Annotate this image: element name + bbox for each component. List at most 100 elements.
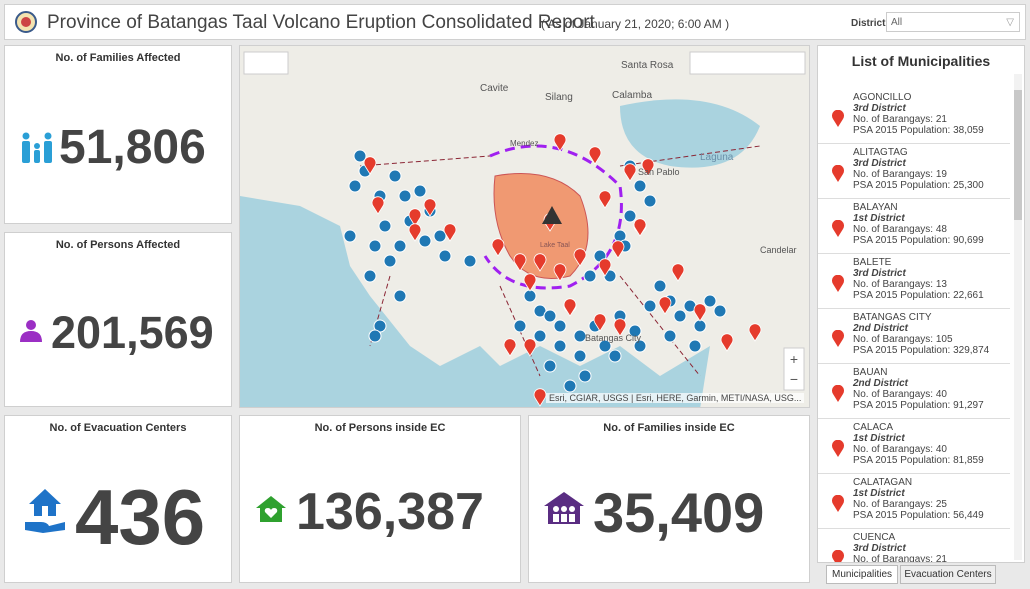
item-name: CALACA <box>853 422 894 433</box>
pin <box>832 495 844 512</box>
pin-icon <box>832 110 844 127</box>
pin <box>832 165 844 182</box>
shelter-icon <box>25 489 65 533</box>
ec-marker <box>438 249 452 263</box>
pin <box>623 163 637 182</box>
ec-marker <box>413 184 427 198</box>
ec-marker <box>693 319 707 333</box>
person-icon <box>20 320 42 342</box>
pin <box>832 275 844 292</box>
indicator-value: 35,409 <box>593 481 765 544</box>
map-label: Candelar <box>760 245 797 255</box>
list-item: CALATAGAN 1st District No. of Barangays: 2… <box>818 473 1010 529</box>
list-item: ALITAGTAG 3rd District No. of Barangays: 1… <box>818 143 1010 199</box>
indicator-title: No. of Persons inside EC <box>314 422 446 434</box>
ec-marker <box>343 229 357 243</box>
ec-marker <box>348 179 362 193</box>
pin-icon <box>832 165 844 182</box>
svg-text:−: − <box>790 371 798 387</box>
district-value: All <box>891 17 903 28</box>
indicator-title: No. of Families Affected <box>55 52 181 64</box>
ec-marker <box>598 339 612 353</box>
tab[interactable]: Municipalities <box>826 565 898 584</box>
pin <box>363 156 377 175</box>
item-barangays: No. of Barangays: 48 <box>853 224 947 235</box>
pin <box>563 298 577 317</box>
item-district: 3rd District <box>853 158 906 169</box>
ec-marker <box>628 324 642 338</box>
pin-icon <box>832 330 844 347</box>
ec-marker <box>553 339 567 353</box>
item-name: BALAYAN <box>853 202 898 213</box>
item-barangays: No. of Barangays: 21 <box>853 554 947 563</box>
ec-marker <box>623 209 637 223</box>
indicator-card: No. of Evacuation Centers 436 <box>4 415 232 583</box>
pin <box>533 388 547 407</box>
list-item: AGONCILLO 3rd District No. of Barangays: 2… <box>818 88 1010 144</box>
item-name: AGONCILLO <box>853 92 912 103</box>
item-population: PSA 2015 Population: 38,059 <box>853 125 984 136</box>
ec-marker <box>388 169 402 183</box>
pin <box>491 238 505 257</box>
ec-marker <box>643 194 657 208</box>
map[interactable]: + − Santa Rosa Cavite Silang Calamba Lag… <box>239 45 810 408</box>
ec-marker <box>543 309 557 323</box>
family-icon <box>22 132 52 163</box>
pin <box>503 338 517 357</box>
pin <box>408 208 422 227</box>
ec-marker <box>608 349 622 363</box>
ec-marker <box>353 149 367 163</box>
item-barangays: No. of Barangays: 40 <box>853 389 947 400</box>
item-district: 3rd District <box>853 103 906 114</box>
subtitle: ( As of January 21, 2020; 6:00 AM ) <box>541 17 730 31</box>
ec-marker <box>533 329 547 343</box>
pin-icon <box>832 220 844 237</box>
ec-marker <box>573 349 587 363</box>
item-district: 3rd District <box>853 268 906 279</box>
item-district: 2nd District <box>853 323 909 334</box>
pin <box>611 240 625 259</box>
ec-marker <box>713 304 727 318</box>
scrollbar <box>1014 74 1022 560</box>
pin <box>598 258 612 277</box>
item-barangays: No. of Barangays: 21 <box>853 114 947 125</box>
ec-marker <box>563 379 577 393</box>
pin <box>533 253 547 272</box>
item-name: BATANGAS CITY <box>853 312 932 323</box>
district-select[interactable]: All ▽ <box>886 12 1020 32</box>
volcano-icon <box>542 206 562 224</box>
item-district: 2nd District <box>853 378 909 389</box>
pin <box>371 196 385 215</box>
map-label: Santa Rosa <box>621 60 674 71</box>
pin <box>693 303 707 322</box>
pin-icon <box>832 440 844 457</box>
pin <box>658 296 672 315</box>
item-population: PSA 2015 Population: 90,699 <box>853 235 984 246</box>
item-population: PSA 2015 Population: 91,297 <box>853 400 984 411</box>
pin <box>613 318 627 337</box>
item-barangays: No. of Barangays: 13 <box>853 279 947 290</box>
item-population: PSA 2015 Population: 22,661 <box>853 290 984 301</box>
pin <box>443 223 457 242</box>
ec-marker <box>653 279 667 293</box>
ec-marker <box>553 319 567 333</box>
item-name: ALITAGTAG <box>853 147 908 158</box>
item-district: 1st District <box>853 433 905 444</box>
tab[interactable]: Evacuation Centers <box>900 565 996 584</box>
item-district: 1st District <box>853 213 905 224</box>
pin <box>523 273 537 292</box>
ec-marker <box>368 329 382 343</box>
item-barangays: No. of Barangays: 25 <box>853 499 947 510</box>
pin <box>593 313 607 332</box>
home-icon <box>256 496 286 522</box>
pin <box>748 323 762 342</box>
indicator-value: 51,806 <box>59 121 206 174</box>
map-label: Batangas City <box>585 333 642 343</box>
indicator-title: No. of Persons Affected <box>55 239 181 251</box>
pin <box>573 248 587 267</box>
indicator-card: No. of Families inside EC 35,409 <box>528 415 810 583</box>
svg-text:+: + <box>790 351 798 367</box>
ec-marker <box>663 329 677 343</box>
pin <box>671 263 685 282</box>
